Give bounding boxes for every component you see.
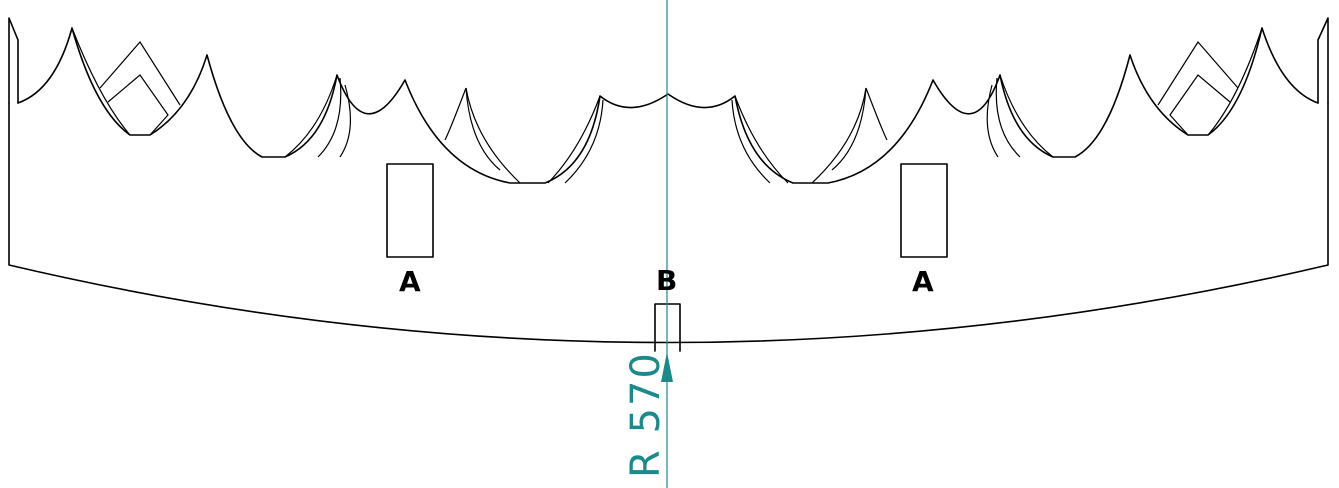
- tooth-bevel: [1207, 27, 1263, 136]
- slot-a-right: [900, 163, 948, 258]
- tooth-bevel: [444, 87, 467, 141]
- slot-label-left: A: [399, 265, 421, 298]
- tooth-bevel: [547, 95, 601, 184]
- tooth-bevel: [1157, 40, 1239, 106]
- tooth-bevel: [831, 87, 867, 171]
- blade-outline: [8, 102, 1329, 344]
- tooth-bevel: [71, 27, 131, 136]
- tooth-bevel: [865, 87, 888, 141]
- tooth-bevel: [564, 99, 604, 184]
- slot-label-right: A: [912, 265, 934, 298]
- tooth-bevel: [284, 74, 338, 158]
- serrated-edge: [17, 27, 1319, 184]
- tooth-bevel: [986, 84, 999, 158]
- slot-label-center: B: [656, 264, 678, 297]
- tooth-bevel: [465, 87, 521, 184]
- left-end-tab: [8, 17, 19, 104]
- radius-dimension-text: R 570: [623, 351, 669, 478]
- tooth-bevel: [99, 40, 181, 106]
- right-end-tab: [1317, 17, 1329, 104]
- slot-a-left: [386, 163, 434, 258]
- tooth-bevel: [995, 77, 1021, 158]
- tooth-bevel: [317, 77, 342, 158]
- tooth-bevel: [811, 87, 867, 184]
- tooth-bevel: [107, 74, 169, 136]
- tooth-bevel: [731, 99, 771, 184]
- tooth-bevel: [999, 74, 1054, 158]
- tooth-bevel: [1169, 74, 1231, 136]
- dimension-arrow: [661, 352, 673, 382]
- tooth-bevel: [339, 84, 352, 158]
- tooth-bevel: [734, 95, 789, 184]
- tooth-bevel: [465, 87, 501, 171]
